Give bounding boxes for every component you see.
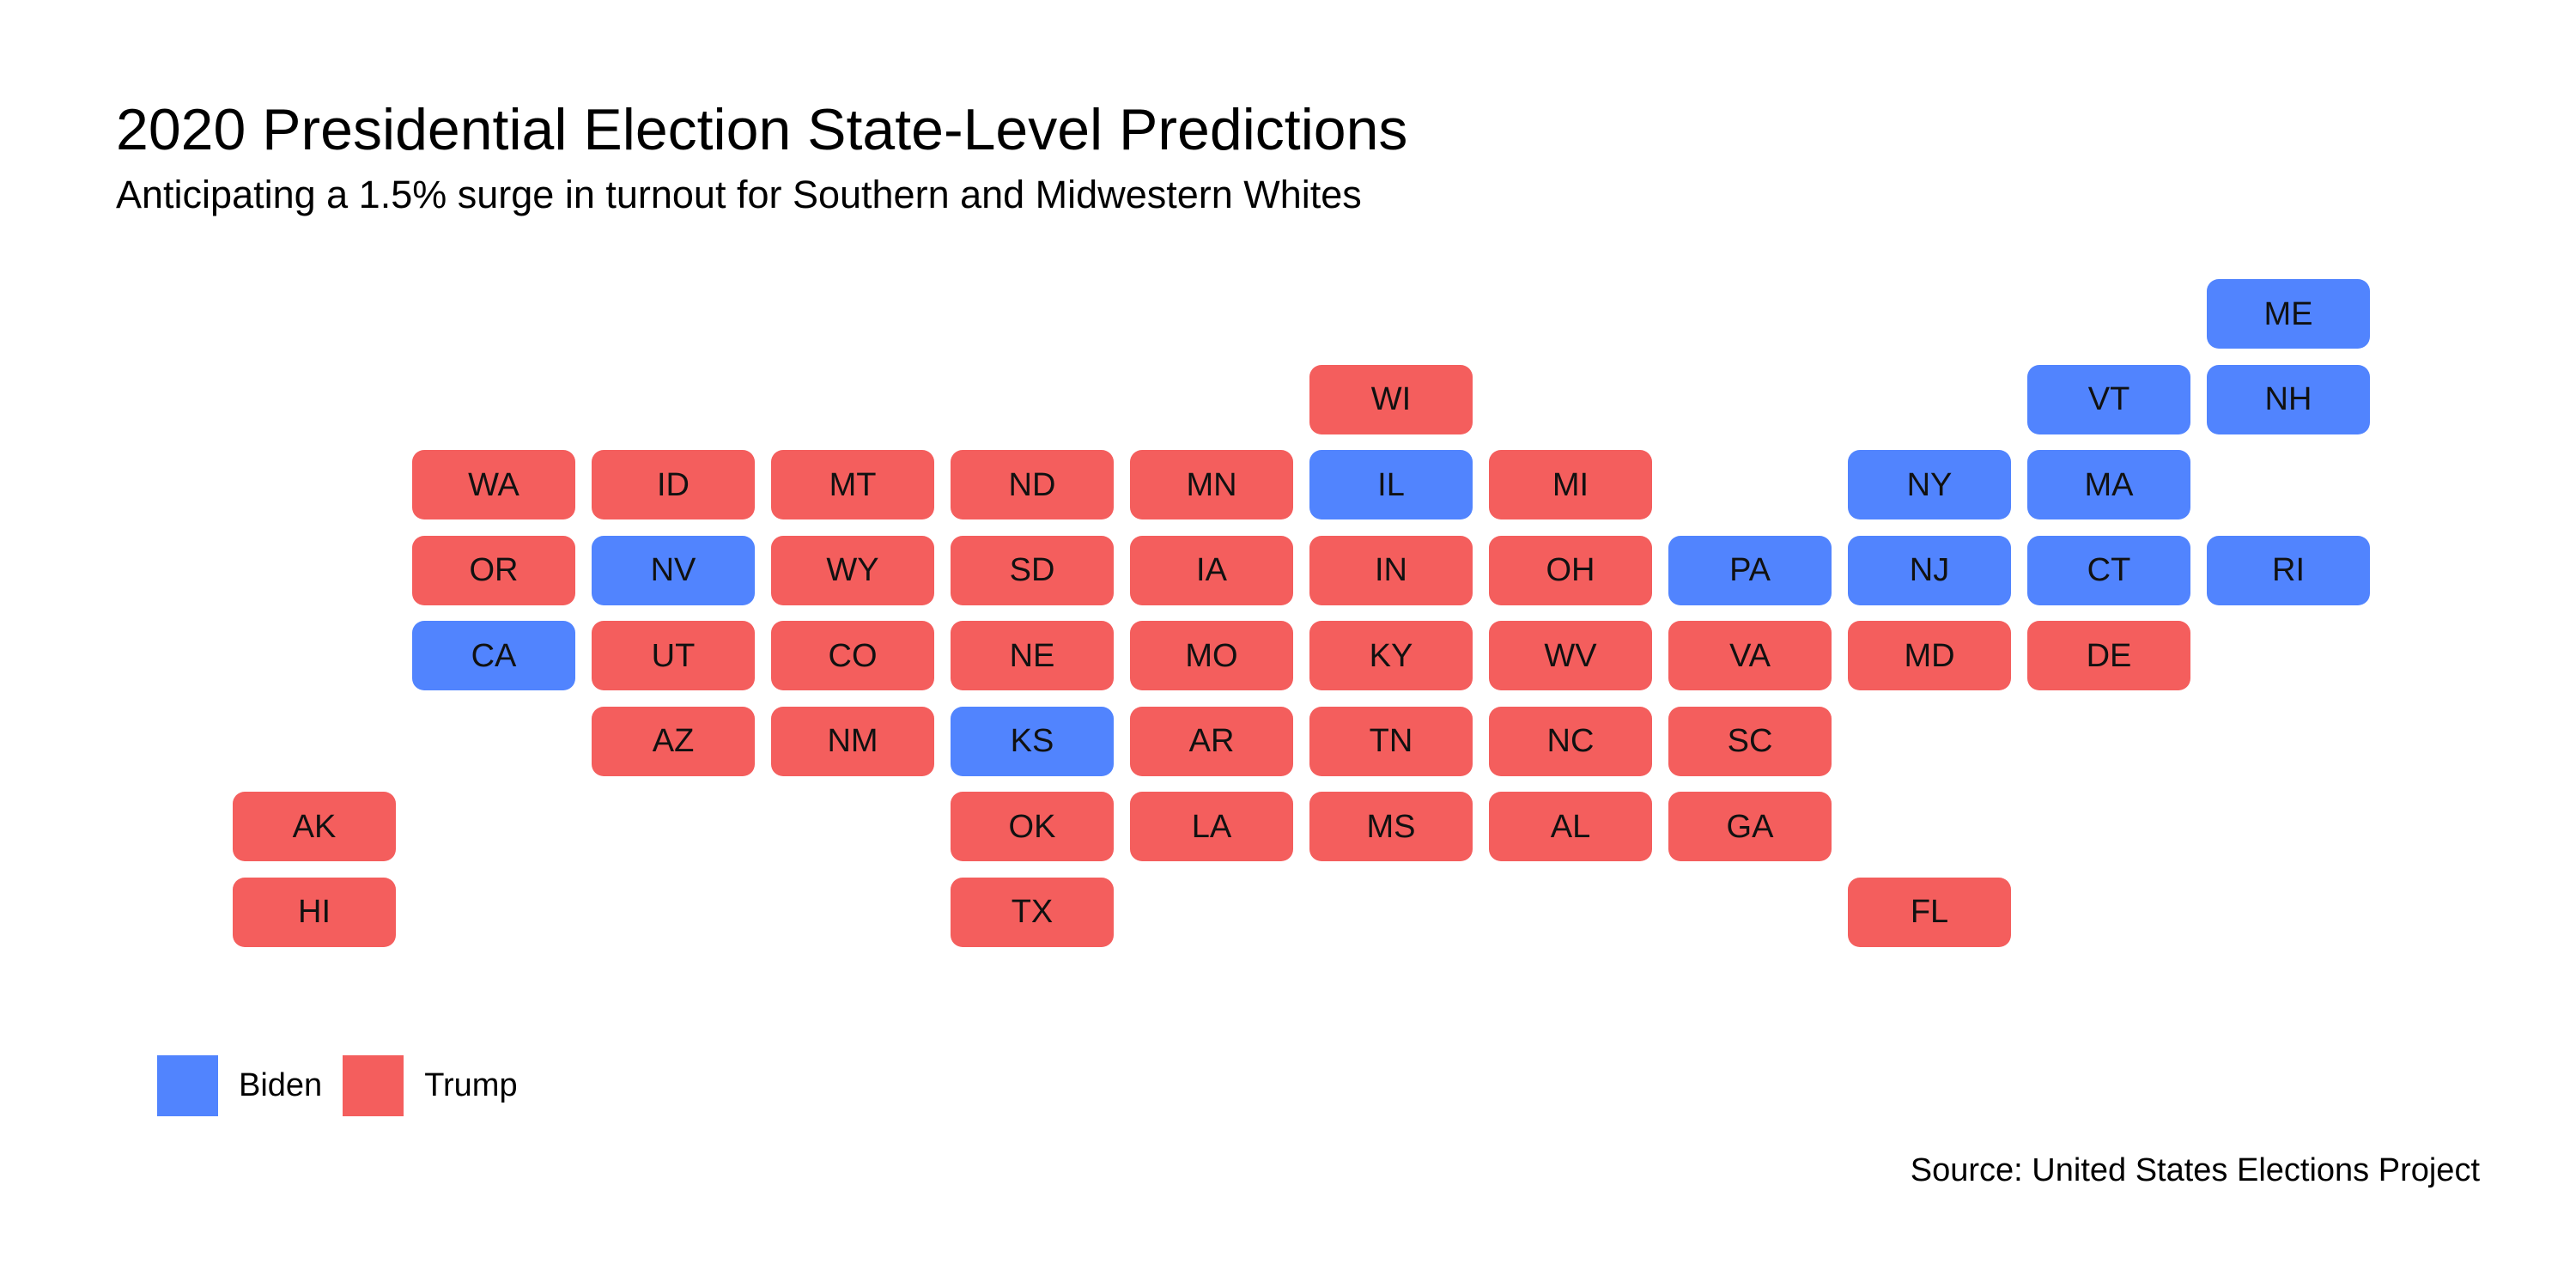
legend-swatch-biden bbox=[157, 1054, 218, 1116]
state-tile-ct: CT bbox=[2027, 535, 2190, 605]
state-tile-ia: IA bbox=[1130, 535, 1293, 605]
state-tile-or: OR bbox=[412, 535, 575, 605]
state-tile-tx: TX bbox=[951, 877, 1114, 947]
state-tile-oh: OH bbox=[1489, 535, 1652, 605]
state-tile-nj: NJ bbox=[1848, 535, 2011, 605]
state-tile-ut: UT bbox=[592, 621, 755, 690]
state-tile-ks: KS bbox=[951, 706, 1114, 776]
state-tile-mi: MI bbox=[1489, 450, 1652, 519]
state-tile-tn: TN bbox=[1309, 706, 1473, 776]
state-tile-sd: SD bbox=[951, 535, 1114, 605]
state-tile-ar: AR bbox=[1130, 706, 1293, 776]
state-tile-ny: NY bbox=[1848, 450, 2011, 519]
chart-subtitle: Anticipating a 1.5% surge in turnout for… bbox=[116, 173, 1362, 216]
state-tile-vt: VT bbox=[2027, 364, 2190, 434]
state-tile-ak: AK bbox=[233, 792, 396, 861]
state-tile-fl: FL bbox=[1848, 877, 2011, 947]
state-tile-va: VA bbox=[1668, 621, 1832, 690]
chart-title: 2020 Presidential Election State-Level P… bbox=[116, 97, 1408, 162]
state-tile-wa: WA bbox=[412, 450, 575, 519]
state-tile-md: MD bbox=[1848, 621, 2011, 690]
source-caption: Source: United States Elections Project bbox=[1910, 1152, 2480, 1188]
state-tile-mo: MO bbox=[1130, 621, 1293, 690]
state-tile-wy: WY bbox=[771, 535, 934, 605]
legend-label-biden: Biden bbox=[239, 1067, 323, 1103]
state-tile-nc: NC bbox=[1489, 706, 1652, 776]
state-tile-ok: OK bbox=[951, 792, 1114, 861]
state-tile-pa: PA bbox=[1668, 535, 1832, 605]
state-tile-hi: HI bbox=[233, 877, 396, 947]
state-tile-id: ID bbox=[592, 450, 755, 519]
state-tile-il: IL bbox=[1309, 450, 1473, 519]
state-tile-ga: GA bbox=[1668, 792, 1832, 861]
state-tile-ky: KY bbox=[1309, 621, 1473, 690]
state-tile-nv: NV bbox=[592, 535, 755, 605]
state-tile-de: DE bbox=[2027, 621, 2190, 690]
state-tile-ma: MA bbox=[2027, 450, 2190, 519]
state-tile-ri: RI bbox=[2207, 535, 2370, 605]
legend: Biden Trump bbox=[157, 1054, 538, 1116]
legend-label-trump: Trump bbox=[424, 1067, 518, 1103]
state-tile-co: CO bbox=[771, 621, 934, 690]
legend-item-trump: Trump bbox=[343, 1054, 518, 1116]
state-tile-ms: MS bbox=[1309, 792, 1473, 861]
state-tile-in: IN bbox=[1309, 535, 1473, 605]
legend-swatch-trump bbox=[343, 1054, 404, 1116]
state-tile-la: LA bbox=[1130, 792, 1293, 861]
state-tile-ne: NE bbox=[951, 621, 1114, 690]
state-tile-wv: WV bbox=[1489, 621, 1652, 690]
state-tile-mt: MT bbox=[771, 450, 934, 519]
state-tile-wi: WI bbox=[1309, 364, 1473, 434]
state-tile-nd: ND bbox=[951, 450, 1114, 519]
state-tile-ca: CA bbox=[412, 621, 575, 690]
state-tile-al: AL bbox=[1489, 792, 1652, 861]
state-tile-sc: SC bbox=[1668, 706, 1832, 776]
state-tile-az: AZ bbox=[592, 706, 755, 776]
state-tile-nh: NH bbox=[2207, 364, 2370, 434]
legend-item-biden: Biden bbox=[157, 1054, 323, 1116]
state-tile-me: ME bbox=[2207, 279, 2370, 349]
state-tile-nm: NM bbox=[771, 706, 934, 776]
state-tile-mn: MN bbox=[1130, 450, 1293, 519]
